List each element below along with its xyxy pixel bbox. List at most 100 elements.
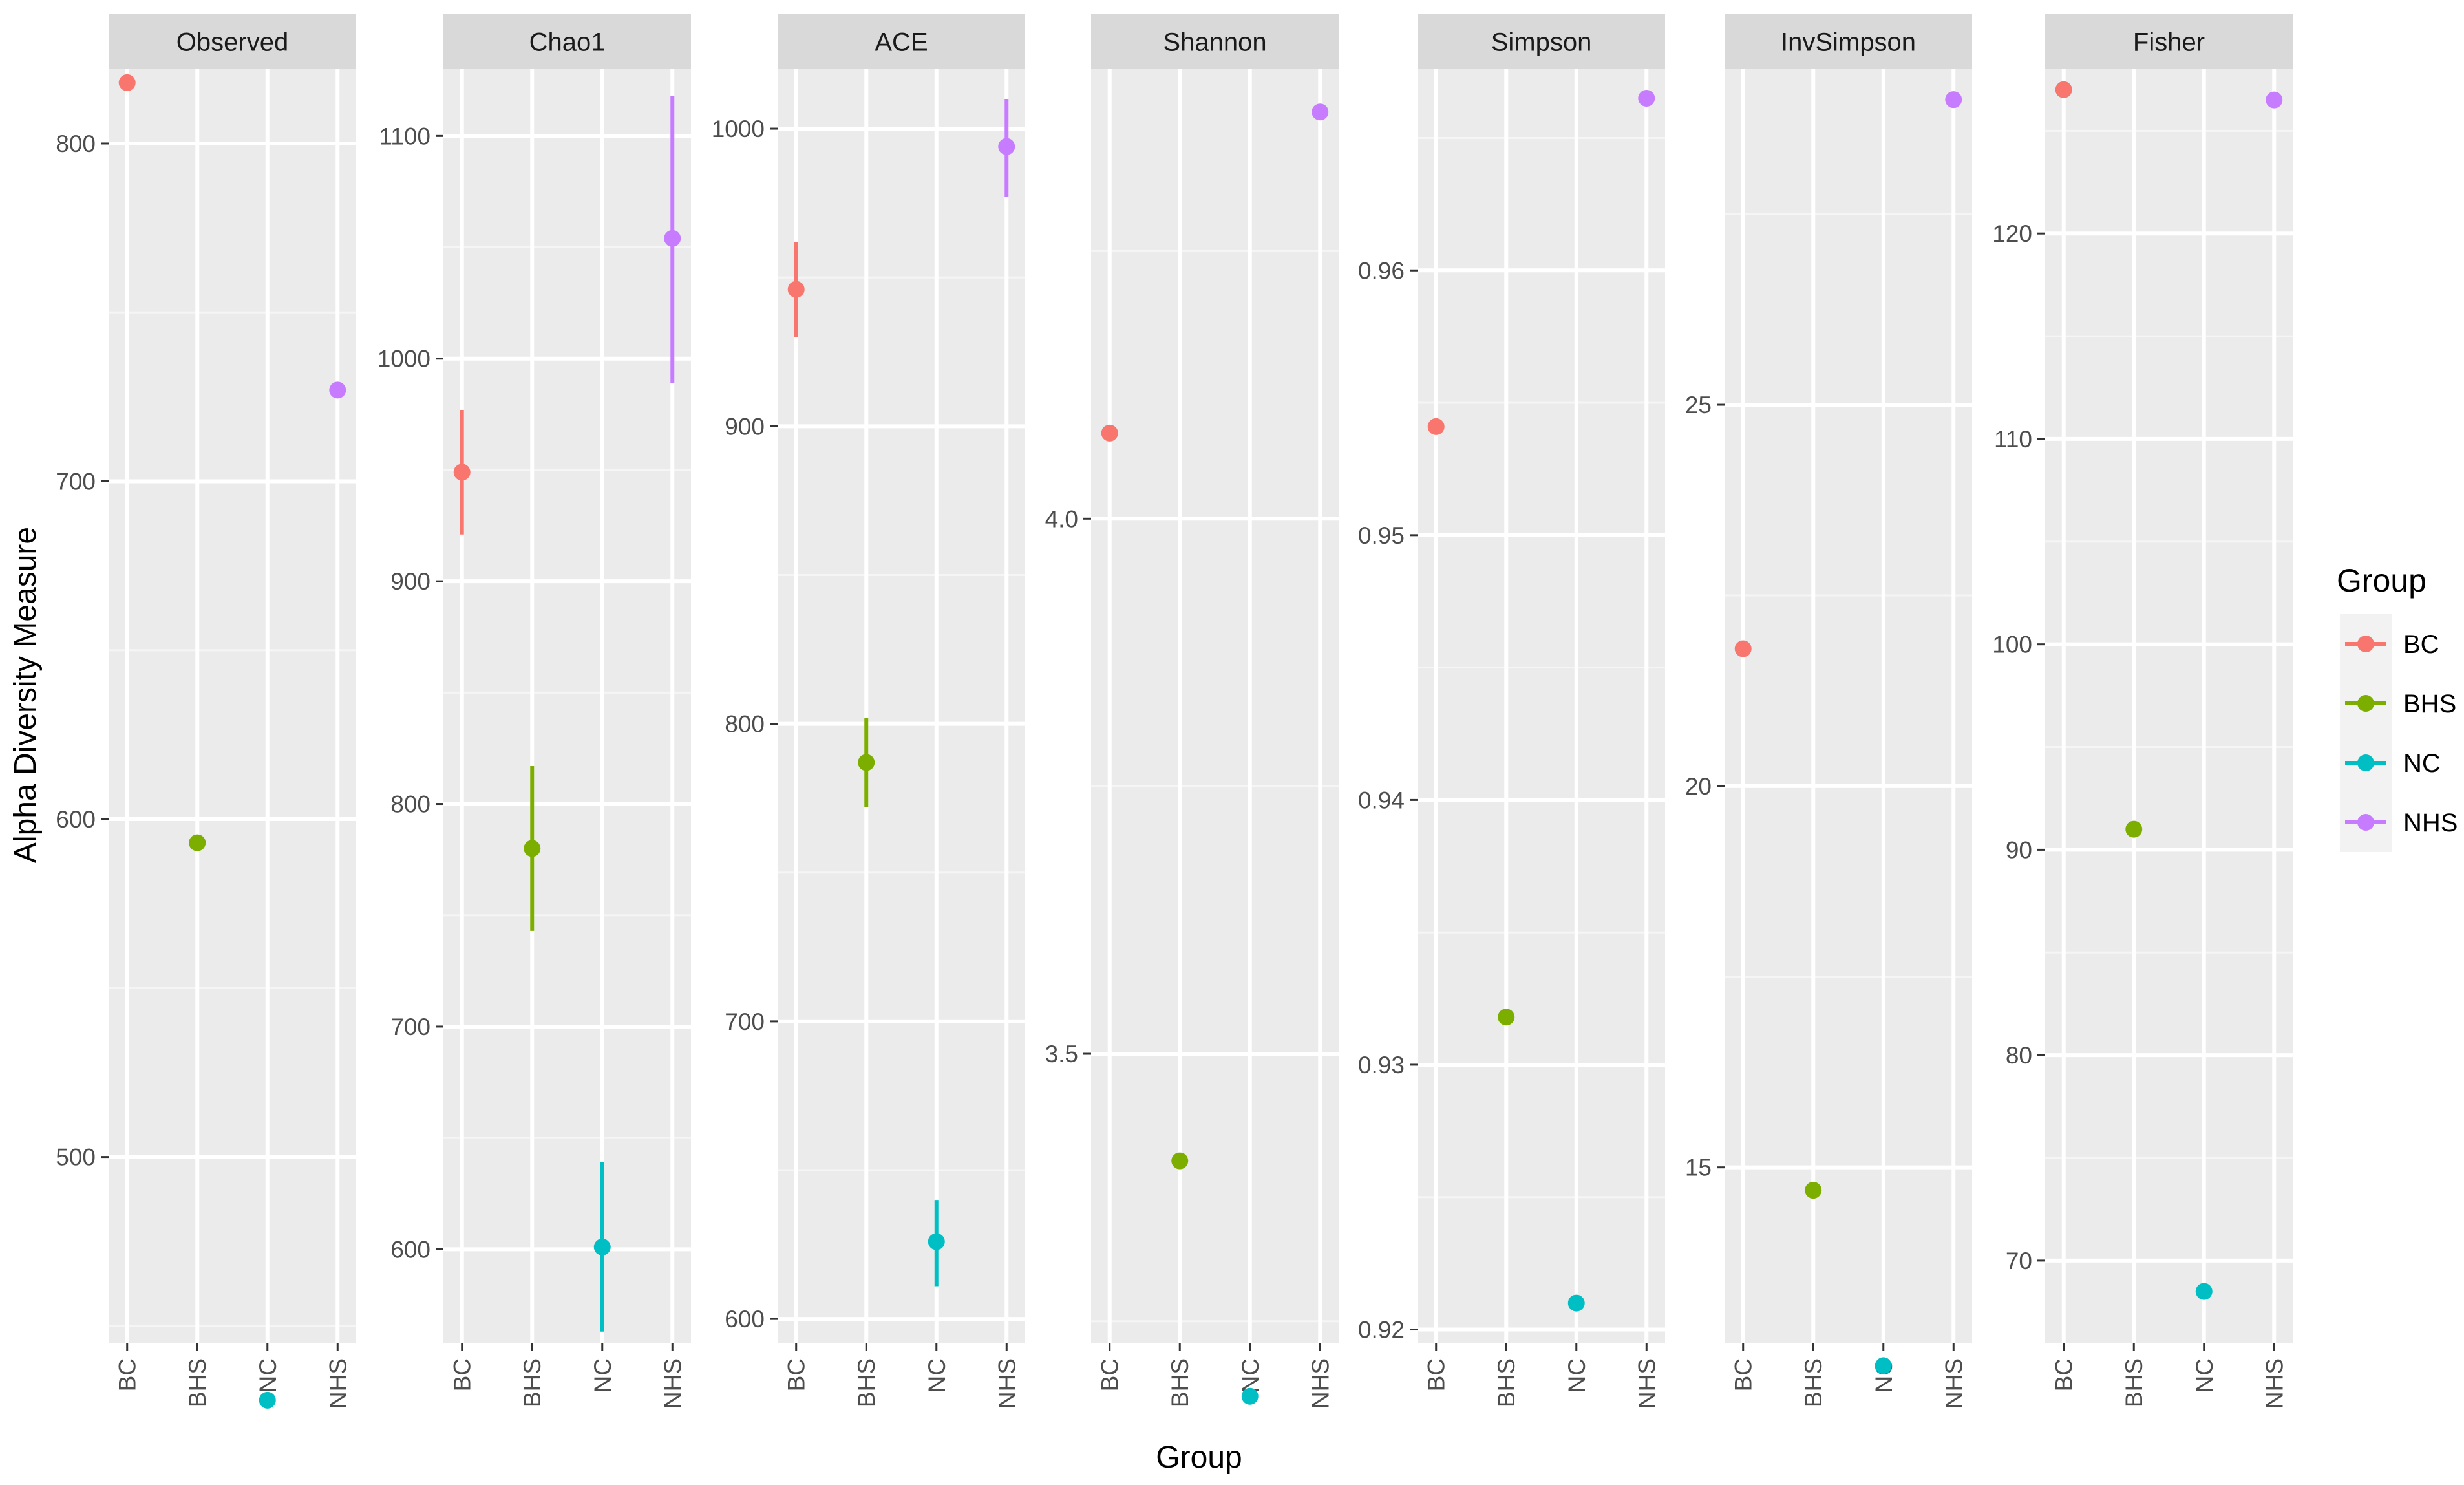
y-tick-label: 20 xyxy=(1685,773,1712,800)
data-point-nhs xyxy=(329,381,346,399)
y-tick-label: 1000 xyxy=(712,116,765,142)
legend-item-nc: NC xyxy=(2340,733,2441,793)
x-tick-label-nhs: NHS xyxy=(1307,1358,1333,1409)
panel-strip xyxy=(778,14,1025,69)
panel-background xyxy=(1091,69,1339,1343)
panel-strip xyxy=(1418,14,1665,69)
y-tick-label: 0.92 xyxy=(1358,1317,1405,1343)
y-tick-label: 1000 xyxy=(377,346,430,372)
data-point-bhs xyxy=(524,840,541,857)
legend-item-nhs: NHS xyxy=(2340,793,2458,852)
panel-simpson: Simpson 0.92 0.93 0.94 0.95 0.96 BC BHS NC NHS xyxy=(1358,14,1665,1409)
x-tick-label-bhs: BHS xyxy=(853,1358,880,1407)
panel-ace: ACE 600 700 800 900 1000 BC BHS NC NHS xyxy=(712,14,1025,1409)
data-point-bhs xyxy=(1805,1182,1822,1199)
x-tick-label-nhs: NHS xyxy=(993,1358,1020,1409)
y-tick-label: 0.93 xyxy=(1358,1052,1405,1078)
x-tick-label-bhs: BHS xyxy=(1167,1358,1193,1407)
x-tick-label-bhs: BHS xyxy=(1800,1358,1827,1407)
y-tick-label: 600 xyxy=(56,806,96,833)
legend-title: Group xyxy=(2337,562,2427,599)
legend-key-point xyxy=(2357,636,2374,652)
panel-strip xyxy=(443,14,691,69)
y-tick-label: 600 xyxy=(390,1236,430,1263)
panel-title: Observed xyxy=(176,28,288,57)
y-tick-label: 3.5 xyxy=(1045,1041,1078,1067)
panel-background xyxy=(1725,69,1972,1343)
panel-background xyxy=(443,69,691,1343)
panel-background xyxy=(1418,69,1665,1343)
y-tick-label: 800 xyxy=(390,791,430,818)
panel-title: Chao1 xyxy=(529,28,606,57)
y-tick-label: 0.96 xyxy=(1358,257,1405,284)
data-point-nc xyxy=(259,1391,276,1409)
data-point-bhs xyxy=(189,834,206,851)
data-point-bc xyxy=(453,464,471,481)
panel-chao1: Chao1 600 700 800 900 1000 1100 BC BHS NC NHS xyxy=(377,14,691,1409)
data-point-bhs xyxy=(1498,1009,1515,1026)
data-point-nhs xyxy=(1638,90,1655,107)
x-tick-label-nc: NC xyxy=(924,1358,950,1393)
panel-strip xyxy=(2045,14,2293,69)
x-tick-label-bc: BC xyxy=(114,1358,141,1391)
panel-title: ACE xyxy=(875,28,928,57)
legend-key-point xyxy=(2357,754,2374,771)
panel-background xyxy=(778,69,1025,1343)
legend-label: NC xyxy=(2403,749,2441,778)
legend-label: BHS xyxy=(2403,690,2456,718)
y-tick-label: 25 xyxy=(1685,392,1712,418)
y-tick-label: 1100 xyxy=(379,123,430,149)
y-tick-label: 700 xyxy=(725,1009,765,1035)
x-tick-label-bc: BC xyxy=(783,1358,810,1391)
data-point-nc xyxy=(1875,1357,1892,1374)
x-tick-label-nc: NC xyxy=(255,1358,281,1393)
legend-key-point xyxy=(2357,695,2374,712)
x-axis-title: Group xyxy=(1156,1440,1242,1475)
data-point-nhs xyxy=(1312,103,1329,121)
panel-background xyxy=(109,69,356,1343)
panel-fisher: Fisher 70 80 90 100 110 120 BC BHS NC NHS xyxy=(1992,14,2293,1409)
y-tick-label: 700 xyxy=(56,469,96,495)
y-tick-label: 800 xyxy=(725,711,765,738)
y-tick-label: 4.0 xyxy=(1045,506,1078,532)
panel-strip xyxy=(1725,14,1972,69)
y-tick-label: 90 xyxy=(2006,837,2032,863)
y-tick-label: 900 xyxy=(390,568,430,595)
panel-title: Simpson xyxy=(1491,28,1592,57)
y-tick-label: 0.94 xyxy=(1358,787,1405,813)
panel-title: Fisher xyxy=(2133,28,2205,57)
legend-item-bc: BC xyxy=(2340,614,2439,674)
x-tick-label-bc: BC xyxy=(1730,1358,1757,1391)
data-point-bc xyxy=(1734,640,1752,657)
x-tick-label-nhs: NHS xyxy=(1940,1358,1967,1409)
data-point-nc xyxy=(928,1233,945,1250)
y-tick-label: 70 xyxy=(2006,1248,2032,1274)
y-tick-label: 700 xyxy=(390,1014,430,1040)
facet-panels: Observed 500 600 700 800 BC BHS NC NHS Chao1 600 70… xyxy=(56,14,2293,1409)
data-point-nhs xyxy=(1945,91,1962,109)
x-tick-label-bc: BC xyxy=(1423,1358,1450,1391)
legend-key-point xyxy=(2357,814,2374,831)
data-point-bhs xyxy=(1171,1152,1189,1170)
data-point-bc xyxy=(2055,81,2072,98)
data-point-nc xyxy=(1241,1387,1259,1405)
y-tick-label: 120 xyxy=(1992,220,2032,247)
y-tick-label: 0.95 xyxy=(1358,522,1405,549)
data-point-nhs xyxy=(664,230,681,247)
data-point-bhs xyxy=(2125,820,2143,838)
x-tick-label-bhs: BHS xyxy=(184,1358,211,1407)
data-point-nc xyxy=(2195,1283,2213,1300)
x-tick-label-nc: NC xyxy=(1237,1358,1264,1393)
y-tick-label: 80 xyxy=(2006,1042,2032,1069)
legend-label: NHS xyxy=(2403,809,2458,837)
data-point-nhs xyxy=(998,138,1015,155)
x-tick-label-bhs: BHS xyxy=(519,1358,546,1407)
y-tick-label: 15 xyxy=(1685,1155,1712,1181)
data-point-nhs xyxy=(2266,91,2283,109)
x-tick-label-bc: BC xyxy=(2051,1358,2077,1391)
y-axis-title: Alpha Diversity Measure xyxy=(8,527,43,863)
x-tick-label-bhs: BHS xyxy=(1493,1358,1520,1407)
data-point-bc xyxy=(1427,418,1445,435)
data-point-bc xyxy=(787,281,805,298)
